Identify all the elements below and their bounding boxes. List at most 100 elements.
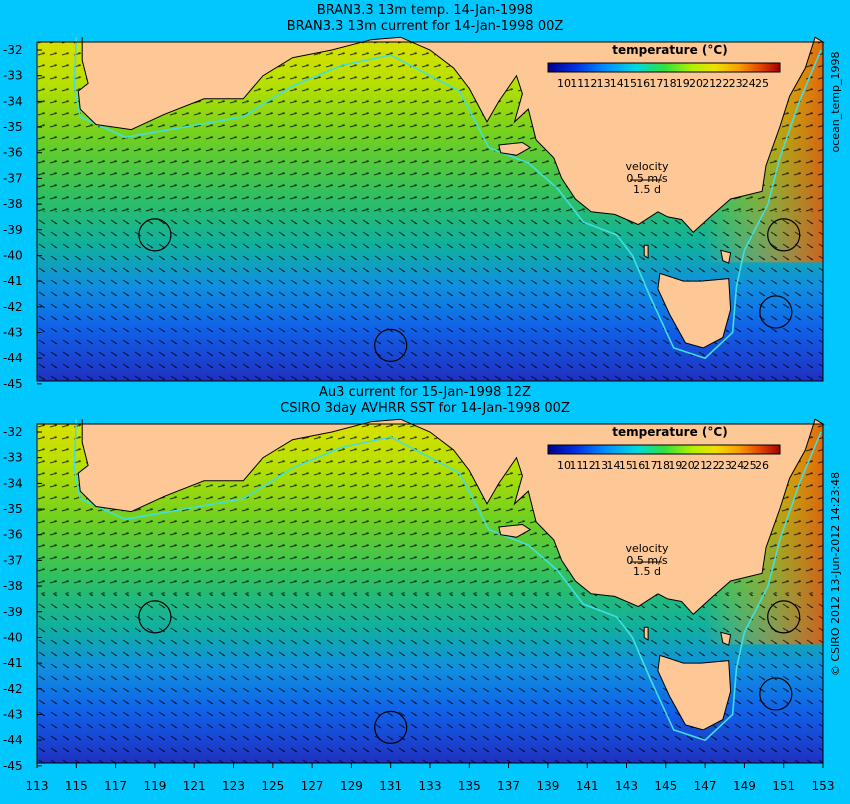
colorbar-tick-label: 25 — [755, 77, 769, 90]
lat-label: -38 — [3, 579, 23, 593]
lon-label: 145 — [654, 779, 677, 793]
lat-label: -33 — [3, 69, 23, 83]
lat-label: -35 — [3, 502, 23, 516]
lat-label: -39 — [3, 605, 23, 619]
lon-label: 143 — [615, 779, 638, 793]
eddy — [374, 328, 408, 362]
colorbar-tick-label: 12 — [582, 459, 596, 472]
map-frame — [36, 41, 824, 382]
side-label: ocean_temp_1998 — [829, 51, 842, 152]
colorbar-tick-label: 15 — [619, 459, 633, 472]
lon-label: 125 — [261, 779, 284, 793]
land-tasmania — [657, 272, 732, 349]
colorbar-tick-label: 17 — [649, 77, 663, 90]
lat-label: -45 — [3, 377, 23, 391]
lon-label: 129 — [340, 779, 363, 793]
lat-label: -37 — [3, 171, 23, 185]
lat-label: -39 — [3, 223, 23, 237]
lat-label: -44 — [3, 351, 23, 365]
colorbar-tick-label: 13 — [594, 459, 608, 472]
colorbar-tick-label: 19 — [668, 459, 682, 472]
colorbar-tick-label: 18 — [656, 459, 670, 472]
lat-label: -45 — [3, 759, 23, 773]
colorbar-tick-label: 23 — [718, 459, 732, 472]
lat-label: -37 — [3, 553, 23, 567]
land-tasmania — [657, 654, 732, 731]
eddy — [374, 710, 408, 744]
colorbar-tick-label: 19 — [676, 77, 690, 90]
eddy — [759, 677, 793, 711]
lat-label: -36 — [3, 528, 23, 542]
colorbar-title: temperature (°C) — [612, 43, 727, 57]
lat-label: -44 — [3, 733, 23, 747]
velocity-legend-time: 1.5 d — [633, 183, 661, 196]
lon-label: 151 — [772, 779, 795, 793]
eddy — [767, 218, 801, 252]
lon-label: 115 — [65, 779, 88, 793]
colorbar-tick-label: 21 — [693, 459, 707, 472]
velocity-legend-time: 1.5 d — [633, 565, 661, 578]
colorbar-tick-label: 12 — [583, 77, 597, 90]
lon-label: 141 — [576, 779, 599, 793]
eddy — [138, 218, 172, 252]
land-kangaroo-island — [498, 141, 532, 156]
colorbar-tick-label: 24 — [742, 77, 756, 90]
colorbar-tick-label: 14 — [610, 77, 624, 90]
lat-label: -41 — [3, 656, 23, 670]
land-king-island — [643, 626, 649, 641]
lon-label: 123 — [222, 779, 245, 793]
lon-label: 137 — [497, 779, 520, 793]
lon-label: 133 — [419, 779, 442, 793]
land-australia — [77, 36, 825, 234]
lon-label: 113 — [26, 779, 49, 793]
lat-label: -36 — [3, 146, 23, 160]
colorbar-tick-label: 20 — [689, 77, 703, 90]
velocity-legend-scale: 0.5 m/s — [626, 554, 667, 567]
panel-title-line1: Au3 current for 15-Jan-1998 12Z — [319, 385, 531, 400]
colorbar-tick-label: 10 — [557, 459, 571, 472]
lat-label: -35 — [3, 120, 23, 134]
lon-label: 153 — [812, 779, 835, 793]
lat-label: -40 — [3, 248, 23, 262]
lon-label: 149 — [733, 779, 756, 793]
colorbar-tick-label: 22 — [715, 77, 729, 90]
colorbar-tick-label: 15 — [623, 77, 637, 90]
velocity-legend-label: velocity — [626, 542, 669, 555]
lon-label: 121 — [183, 779, 206, 793]
eddy — [138, 600, 172, 634]
lat-label: -41 — [3, 274, 23, 288]
lon-label: 131 — [379, 779, 402, 793]
panel-title-line2: CSIRO 3day AVHRR SST for 14-Jan-1998 00Z — [280, 401, 570, 416]
colorbar-tick-label: 18 — [663, 77, 677, 90]
lat-label: -32 — [3, 43, 23, 57]
lat-label: -43 — [3, 708, 23, 722]
lat-label: -43 — [3, 326, 23, 340]
colorbar-tick-label: 23 — [729, 77, 743, 90]
lon-label: 135 — [458, 779, 481, 793]
colorbar-tick-label: 22 — [706, 459, 720, 472]
lat-label: -32 — [3, 425, 23, 439]
lon-label: 127 — [301, 779, 324, 793]
land-flinders-island — [720, 249, 732, 264]
colorbar-tick-label: 13 — [597, 77, 611, 90]
panel-title-line2: BRAN3.3 13m current for 14-Jan-1998 00Z — [287, 19, 564, 34]
colorbar-tick-label: 26 — [755, 459, 769, 472]
colorbar-tick-label: 17 — [644, 459, 658, 472]
colorbar-tick-label: 11 — [570, 77, 584, 90]
colorbar — [547, 444, 781, 455]
lat-label: -34 — [3, 94, 23, 108]
lat-label: -33 — [3, 451, 23, 465]
lon-label: 147 — [694, 779, 717, 793]
colorbar-tick-label: 21 — [702, 77, 716, 90]
eddy — [767, 600, 801, 634]
lat-label: -40 — [3, 630, 23, 644]
land-kangaroo-island — [498, 523, 532, 538]
isobath-line — [73, 37, 822, 360]
colorbar-tick-label: 10 — [557, 77, 571, 90]
colorbar-tick-label: 14 — [607, 459, 621, 472]
colorbar — [547, 62, 781, 73]
